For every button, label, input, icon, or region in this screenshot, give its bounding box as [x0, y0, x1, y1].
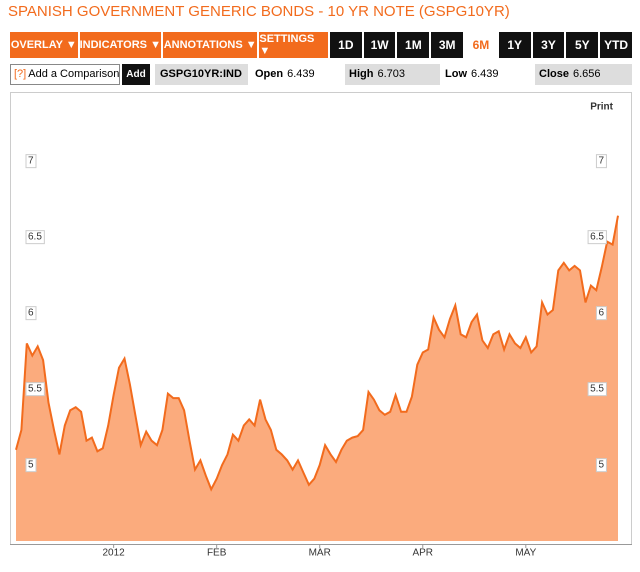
quote-label: Open	[255, 68, 284, 80]
quote-open: Open 6.439	[251, 64, 341, 85]
quote-label: Close	[539, 68, 569, 80]
quote-label: Low	[445, 68, 467, 80]
y-tick-box	[595, 154, 607, 169]
quote-close: Close 6.656	[535, 64, 632, 85]
x-tick-label: FEB	[207, 548, 227, 559]
comparison-input[interactable]: [?] Add a Comparison	[10, 64, 120, 85]
range-button[interactable]: 1M	[397, 32, 430, 58]
quote-low: Low 6.439	[441, 64, 531, 85]
y-tick-label: 5.5	[28, 384, 42, 395]
y-tick-label: 5	[598, 460, 604, 471]
y-tick-box	[595, 306, 607, 321]
range-button[interactable]: 3M	[431, 32, 464, 58]
menu-button[interactable]: OVERLAY ▼	[10, 32, 78, 58]
y-tick-label: 7	[598, 156, 604, 167]
y-tick-box	[25, 306, 37, 321]
y-tick-label: 5.5	[590, 384, 604, 395]
range-button[interactable]: 1Y	[498, 32, 531, 58]
print-link[interactable]: Print	[590, 102, 613, 113]
quote-value: 6.439	[287, 68, 315, 80]
x-tick-label: APR	[412, 548, 433, 559]
range-button[interactable]: 1D	[329, 32, 362, 58]
chart-title: SPANISH GOVERNMENT GENERIC BONDS - 10 YR…	[8, 3, 510, 20]
range-button[interactable]: 3Y	[532, 32, 565, 58]
menu-button[interactable]: ANNOTATIONS ▼	[163, 32, 258, 58]
range-button[interactable]: 6M	[465, 32, 497, 58]
y-tick-label: 6	[598, 308, 604, 319]
menu-button[interactable]: SETTINGS ▼	[259, 32, 328, 58]
range-button[interactable]: 5Y	[566, 32, 599, 58]
quote-high: High 6.703	[345, 64, 440, 85]
placeholder: Add a Comparison	[28, 68, 120, 80]
ticker: GSPG10YR:IND	[155, 64, 248, 85]
quote-value: 6.439	[471, 68, 499, 80]
y-tick-label: 6	[28, 308, 34, 319]
y-tick-box	[595, 458, 607, 473]
y-tick-box	[25, 154, 37, 169]
quote-value: 6.656	[572, 68, 601, 80]
range-button[interactable]: 1W	[363, 32, 396, 58]
range-button[interactable]: YTD	[600, 32, 632, 58]
area	[16, 215, 618, 541]
y-tick-label: 6.5	[590, 232, 604, 243]
x-tick-label: MAR	[309, 548, 331, 559]
y-tick-box	[587, 382, 607, 397]
add-button[interactable]: Add	[122, 64, 150, 85]
y-tick-box	[25, 382, 45, 397]
y-tick-label: 6.5	[28, 232, 42, 243]
quote-value: 6.703	[377, 68, 405, 80]
x-tick-label: MAY	[515, 548, 536, 559]
y-tick-label: 5	[28, 460, 34, 471]
help-icon[interactable]: [?]	[14, 68, 27, 80]
y-tick-box	[25, 230, 45, 245]
menu-button[interactable]: INDICATORS ▼	[79, 32, 161, 58]
toolbar: OVERLAY ▼ INDICATORS ▼ ANNOTATIONS ▼ SETTIN…	[10, 32, 632, 58]
y-tick-box	[587, 230, 607, 245]
x-tick-label: 2012	[102, 548, 125, 559]
quote-label: High	[349, 68, 374, 80]
line	[15, 215, 619, 492]
y-tick-label: 7	[28, 156, 34, 167]
y-tick-box	[25, 458, 37, 473]
